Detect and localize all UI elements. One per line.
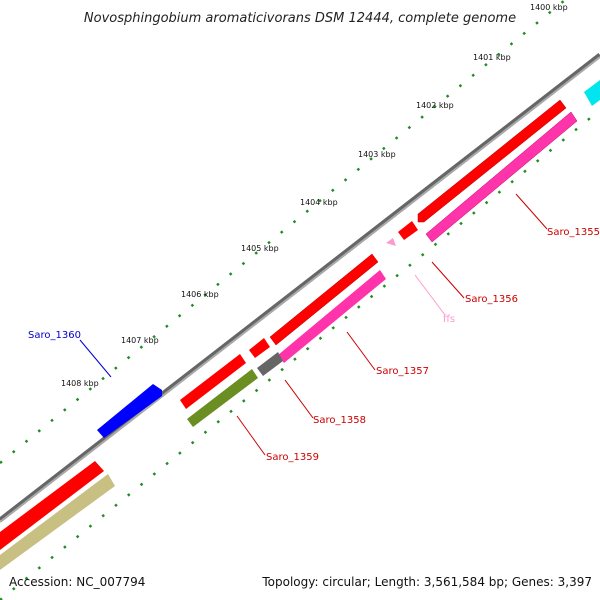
leader-lines (79, 193, 548, 456)
tick-labels: 1400 kbp 1401 kbp 1402 kbp 1403 kbp 1404… (61, 3, 568, 388)
inner-scale-line (0, 109, 600, 600)
gene-feature-cyan (584, 80, 600, 106)
gene-feature-saro-1358-red (249, 338, 270, 358)
gene-label-saro-1357: Saro_1357 (376, 366, 429, 377)
gene-feature-saro-1358-grey (257, 352, 283, 376)
genome-backbone (0, 53, 600, 522)
tick-label-1407: 1407 kbp (121, 336, 159, 345)
gene-feature-saro-1356 (398, 221, 418, 240)
gene-feature-red-lower (0, 461, 104, 550)
tick-label-1401: 1401 kbp (473, 53, 511, 62)
gene-feature-saro-1359-red (180, 354, 246, 409)
genome-title: Novosphingobium aromaticivorans DSM 1244… (84, 11, 516, 26)
gene-feature-saro-1355 (417, 99, 567, 223)
gene-feature-khaki-lower (0, 474, 115, 570)
rna-feature-pink-2 (278, 270, 386, 363)
tick-label-1406: 1406 kbp (181, 290, 219, 299)
gene-labels: Saro_1355 Saro_1356 ffs Saro_1357 Saro_1… (28, 227, 600, 463)
tick-label-1404: 1404 kbp (300, 198, 338, 207)
rna-feature-ffs (386, 238, 396, 246)
gene-label-saro-1355: Saro_1355 (547, 227, 600, 238)
gene-label-saro-1356: Saro_1356 (465, 294, 518, 305)
genome-summary-text: Topology: circular; Length: 3,561,584 bp… (261, 575, 592, 589)
tick-label-1408: 1408 kbp (61, 379, 99, 388)
rna-feature-pink-1 (425, 111, 578, 243)
gene-feature-saro-1360 (97, 384, 162, 438)
accession-text: Accession: NC_007794 (9, 575, 145, 589)
gene-label-saro-1360: Saro_1360 (28, 330, 81, 341)
gene-label-saro-1359: Saro_1359 (266, 452, 319, 463)
genome-backbone-highlight (0, 56, 600, 523)
gene-label-saro-1358: Saro_1358 (313, 415, 366, 426)
gene-label-ffs: ffs (443, 314, 455, 325)
gene-features (0, 80, 600, 570)
tick-label-1402: 1402 kbp (416, 101, 454, 110)
tick-label-1403: 1403 kbp (358, 150, 396, 159)
tick-label-1405: 1405 kbp (241, 244, 279, 253)
tick-label-1400: 1400 kbp (530, 3, 568, 12)
gene-feature-saro-1357-red (269, 253, 379, 346)
outer-scale-line (0, 0, 566, 464)
gene-feature-saro-1359-olive (187, 369, 258, 427)
